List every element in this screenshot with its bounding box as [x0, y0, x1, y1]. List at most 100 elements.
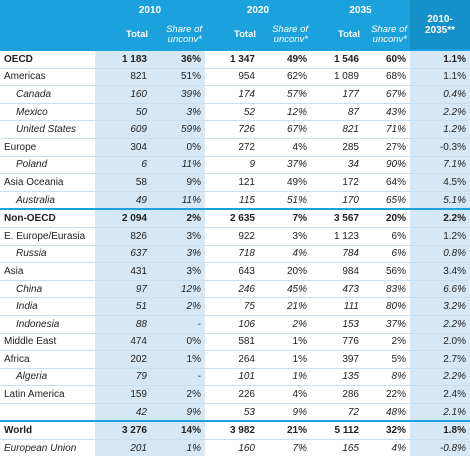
cell: 58 [95, 173, 151, 192]
cell: 90% [363, 156, 410, 175]
cell: 37% [363, 315, 410, 334]
cell: 9% [151, 173, 205, 192]
table-row: Europe 304 0% 272 4% 285 27% -0.3% [0, 138, 470, 157]
table-row: Africa 202 1% 264 1% 397 5% 2.7% [0, 350, 470, 369]
sub-header: Share of unconv* [363, 20, 410, 50]
cell: 2.4% [410, 385, 470, 404]
row-label: Indonesia [0, 315, 95, 334]
sub-header: Total [311, 20, 363, 50]
row-label: India [0, 297, 95, 316]
cell: 62% [259, 68, 311, 87]
cell: 581 [205, 333, 259, 352]
cell: 60% [363, 48, 410, 69]
cell: 1% [151, 439, 205, 456]
cell: 5 112 [311, 420, 363, 441]
cell: 2.2% [410, 315, 470, 334]
cell: 826 [95, 227, 151, 246]
cell: 7% [259, 208, 311, 228]
cell: 0% [151, 333, 205, 352]
cell: 49% [259, 173, 311, 192]
table-row: Asia 431 3% 643 20% 984 56% 3.4% [0, 262, 470, 281]
cell: 34 [311, 156, 363, 175]
cell: 3% [151, 245, 205, 264]
row-label: Non-OECD [0, 208, 95, 228]
cell: 39% [151, 85, 205, 104]
cell: 776 [311, 333, 363, 352]
cell: 1.1% [410, 48, 470, 69]
cell: 72 [311, 403, 363, 422]
row-label: Middle East [0, 333, 95, 352]
cell: 609 [95, 120, 151, 139]
cell: 3% [259, 227, 311, 246]
table-row: European Union 201 1% 160 7% 165 4% -0.8% [0, 439, 470, 456]
cell: 718 [205, 245, 259, 264]
row-label: Poland [0, 156, 95, 175]
row-label: E. Europe/Eurasia [0, 227, 95, 246]
cell: 201 [95, 439, 151, 456]
table-row: Latin America 159 2% 226 4% 286 22% 2.4% [0, 385, 470, 404]
cell: 160 [95, 85, 151, 104]
cell: 6% [363, 245, 410, 264]
cell: 5% [363, 350, 410, 369]
cell: 9% [259, 403, 311, 422]
sub-header: Share of unconv* [151, 20, 205, 50]
table-row: Poland 6 11% 9 37% 34 90% 7.1% [0, 156, 470, 175]
cell: 643 [205, 262, 259, 281]
cell: 286 [311, 385, 363, 404]
cell: 51% [151, 68, 205, 87]
cell: 75 [205, 297, 259, 316]
table-row: 42 9% 53 9% 72 48% 2.1% [0, 403, 470, 422]
cell: 20% [259, 262, 311, 281]
cell: 2.7% [410, 350, 470, 369]
cell: 821 [95, 68, 151, 87]
cell: 3 276 [95, 420, 151, 441]
cell: - [151, 368, 205, 387]
cell: 57% [259, 85, 311, 104]
cell: 431 [95, 262, 151, 281]
cell: 37% [259, 156, 311, 175]
cell: 177 [311, 85, 363, 104]
cell: 48% [363, 403, 410, 422]
cell: 726 [205, 120, 259, 139]
cell: 170 [311, 191, 363, 210]
row-label: Mexico [0, 103, 95, 122]
cell: 160 [205, 439, 259, 456]
table-row: Americas 821 51% 954 62% 1 089 68% 1.1% [0, 68, 470, 87]
table-row: Middle East 474 0% 581 1% 776 2% 2.0% [0, 333, 470, 352]
cell: 64% [363, 173, 410, 192]
cell: 922 [205, 227, 259, 246]
cell: 226 [205, 385, 259, 404]
cell: 2.0% [410, 333, 470, 352]
table-row: Australia 49 11% 115 51% 170 65% 5.1% [0, 191, 470, 210]
table-row: E. Europe/Eurasia 826 3% 922 3% 1 123 6% 1.2% [0, 227, 470, 246]
cell: 4.5% [410, 173, 470, 192]
cell: 202 [95, 350, 151, 369]
table-row: Russia 637 3% 718 4% 784 6% 0.8% [0, 245, 470, 264]
row-label: Latin America [0, 385, 95, 404]
cell: 2% [259, 315, 311, 334]
cell: 11% [151, 191, 205, 210]
cell: 2.1% [410, 403, 470, 422]
cell: 7.1% [410, 156, 470, 175]
cell: 36% [151, 48, 205, 69]
cell: 2% [151, 297, 205, 316]
cell: 67% [259, 120, 311, 139]
row-label: Russia [0, 245, 95, 264]
row-label: Asia [0, 262, 95, 281]
cell: 153 [311, 315, 363, 334]
cell: 68% [363, 68, 410, 87]
cell: 1% [259, 368, 311, 387]
cell: 115 [205, 191, 259, 210]
table-row: Canada 160 39% 174 57% 177 67% 0.4% [0, 85, 470, 104]
table-row: OECD 1 183 36% 1 347 49% 1 546 60% 1.1% [0, 48, 470, 69]
cell: 135 [311, 368, 363, 387]
cell: 12% [151, 280, 205, 299]
cell: 3% [151, 103, 205, 122]
row-label: Australia [0, 191, 95, 210]
cell: 88 [95, 315, 151, 334]
cell: -0.8% [410, 439, 470, 456]
cell: 9 [205, 156, 259, 175]
cell: 3.4% [410, 262, 470, 281]
cell: 397 [311, 350, 363, 369]
